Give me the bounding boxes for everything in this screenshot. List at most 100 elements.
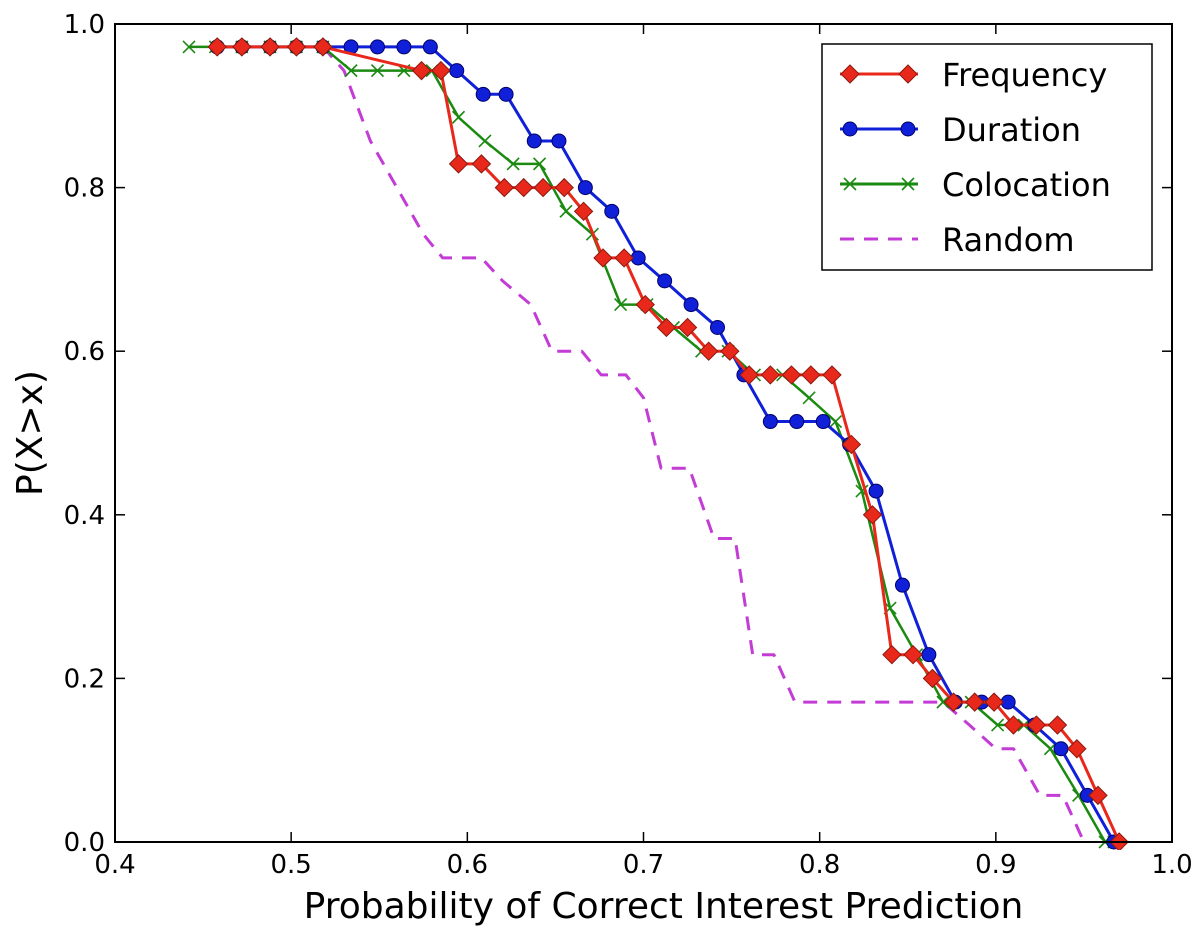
- data-point-frequency: [656, 317, 677, 338]
- data-point-frequency: [232, 37, 252, 57]
- data-point-duration: [422, 39, 438, 55]
- data-point-frequency: [513, 177, 534, 198]
- legend-marker-frequency: [840, 64, 860, 84]
- data-point-frequency: [1067, 739, 1087, 759]
- data-point-colocation: [802, 391, 816, 405]
- data-point-colocation: [614, 298, 628, 312]
- data-point-duration: [498, 86, 514, 102]
- data-point-duration: [762, 414, 778, 430]
- data-point-frequency: [822, 365, 842, 385]
- x-axis-label: Probability of Correct Interest Predicti…: [304, 886, 1024, 926]
- series-line-random: [321, 45, 1086, 843]
- data-point-frequency: [593, 248, 613, 268]
- y-axis-label: P(X>x): [10, 370, 51, 496]
- legend-item-frequency: Frequency: [840, 56, 1107, 94]
- data-point-colocation: [370, 64, 385, 78]
- data-point-frequency: [739, 365, 759, 385]
- legend-item-colocation: Colocation: [840, 166, 1111, 204]
- legend-label-frequency: Frequency: [942, 56, 1107, 94]
- data-point-colocation: [478, 134, 492, 148]
- data-point-duration: [551, 133, 567, 149]
- data-point-frequency: [760, 365, 781, 385]
- data-point-duration: [604, 203, 620, 219]
- data-point-frequency: [781, 365, 802, 385]
- legend-marker-duration: [900, 121, 916, 137]
- legend-item-duration: Duration: [840, 111, 1081, 149]
- y-tick-label: 0.8: [64, 174, 105, 204]
- data-point-frequency: [677, 317, 698, 338]
- data-point-colocation: [506, 157, 520, 171]
- data-point-frequency: [471, 154, 492, 174]
- y-tick-label: 0.4: [64, 501, 105, 531]
- data-point-duration: [577, 180, 593, 196]
- x-tick-label: 0.4: [94, 850, 135, 880]
- x-tick-label: 0.8: [799, 850, 840, 880]
- data-point-frequency: [411, 60, 432, 81]
- data-point-frequency: [882, 644, 902, 665]
- legend-label-colocation: Colocation: [942, 166, 1111, 204]
- legend-item-random: Random: [840, 221, 1074, 259]
- data-point-colocation: [182, 40, 196, 54]
- data-point-frequency: [260, 37, 280, 57]
- data-point-frequency: [448, 154, 469, 174]
- data-point-frequency: [1047, 715, 1068, 735]
- data-point-frequency: [431, 60, 451, 81]
- data-point-frequency: [614, 248, 634, 268]
- legend-label-random: Random: [942, 221, 1074, 259]
- data-point-duration: [449, 63, 465, 79]
- data-point-duration: [475, 86, 491, 102]
- data-point-frequency: [984, 692, 1004, 712]
- legend-marker-colocation: [843, 177, 857, 191]
- data-point-frequency: [720, 341, 740, 361]
- data-point-duration: [657, 273, 673, 289]
- data-point-frequency: [1003, 715, 1024, 735]
- data-point-frequency: [494, 177, 515, 198]
- data-point-duration: [369, 39, 385, 55]
- series-frequency: [207, 37, 1129, 850]
- data-point-frequency: [903, 644, 923, 665]
- data-point-frequency: [862, 505, 883, 525]
- data-point-duration: [789, 414, 805, 430]
- legend-marker-duration: [842, 121, 858, 137]
- legend-marker-frequency: [898, 64, 918, 84]
- legend-marker-colocation: [901, 177, 915, 191]
- data-point-colocation: [532, 157, 547, 171]
- data-point-duration: [1053, 741, 1069, 757]
- data-point-frequency: [698, 341, 719, 361]
- data-point-colocation: [344, 64, 358, 78]
- data-point-frequency: [573, 201, 594, 222]
- x-tick-label: 0.9: [975, 850, 1016, 880]
- data-point-duration: [709, 319, 725, 335]
- data-point-colocation: [451, 110, 466, 124]
- data-point-duration: [683, 297, 699, 313]
- data-point-frequency: [207, 37, 227, 57]
- y-tick-label: 0.0: [64, 828, 105, 858]
- data-point-frequency: [313, 37, 333, 57]
- series-random: [321, 45, 1086, 843]
- data-point-frequency: [943, 692, 964, 712]
- data-point-frequency: [635, 294, 655, 315]
- data-point-frequency: [964, 692, 985, 712]
- x-tick-label: 0.6: [447, 850, 488, 880]
- legend: Frequency Duration Colocation Random: [821, 43, 1153, 271]
- y-tick-label: 0.6: [64, 337, 105, 367]
- data-point-duration: [396, 39, 412, 55]
- legend-label-duration: Duration: [942, 111, 1081, 149]
- data-point-duration: [894, 577, 910, 593]
- data-point-frequency: [286, 37, 307, 57]
- y-tick-label: 1.0: [64, 10, 105, 40]
- data-point-frequency: [533, 177, 553, 198]
- x-tick-label: 0.5: [270, 850, 311, 880]
- data-point-duration: [868, 483, 884, 499]
- series-layer: [182, 37, 1129, 850]
- x-tick-label: 0.7: [623, 850, 664, 880]
- data-point-frequency: [554, 177, 574, 198]
- data-point-frequency: [841, 434, 862, 455]
- data-point-colocation: [991, 718, 1005, 732]
- ticks-layer: 0.4 0.5 0.6 0.7 0.8 0.9 1.0 0.0 0.2 0.4 0.6 0.8 1.0: [64, 10, 1193, 880]
- data-point-duration: [526, 133, 542, 149]
- x-tick-label: 1.0: [1151, 850, 1192, 880]
- data-point-frequency: [1088, 785, 1108, 806]
- data-point-duration: [815, 414, 831, 430]
- data-point-colocation: [828, 414, 843, 429]
